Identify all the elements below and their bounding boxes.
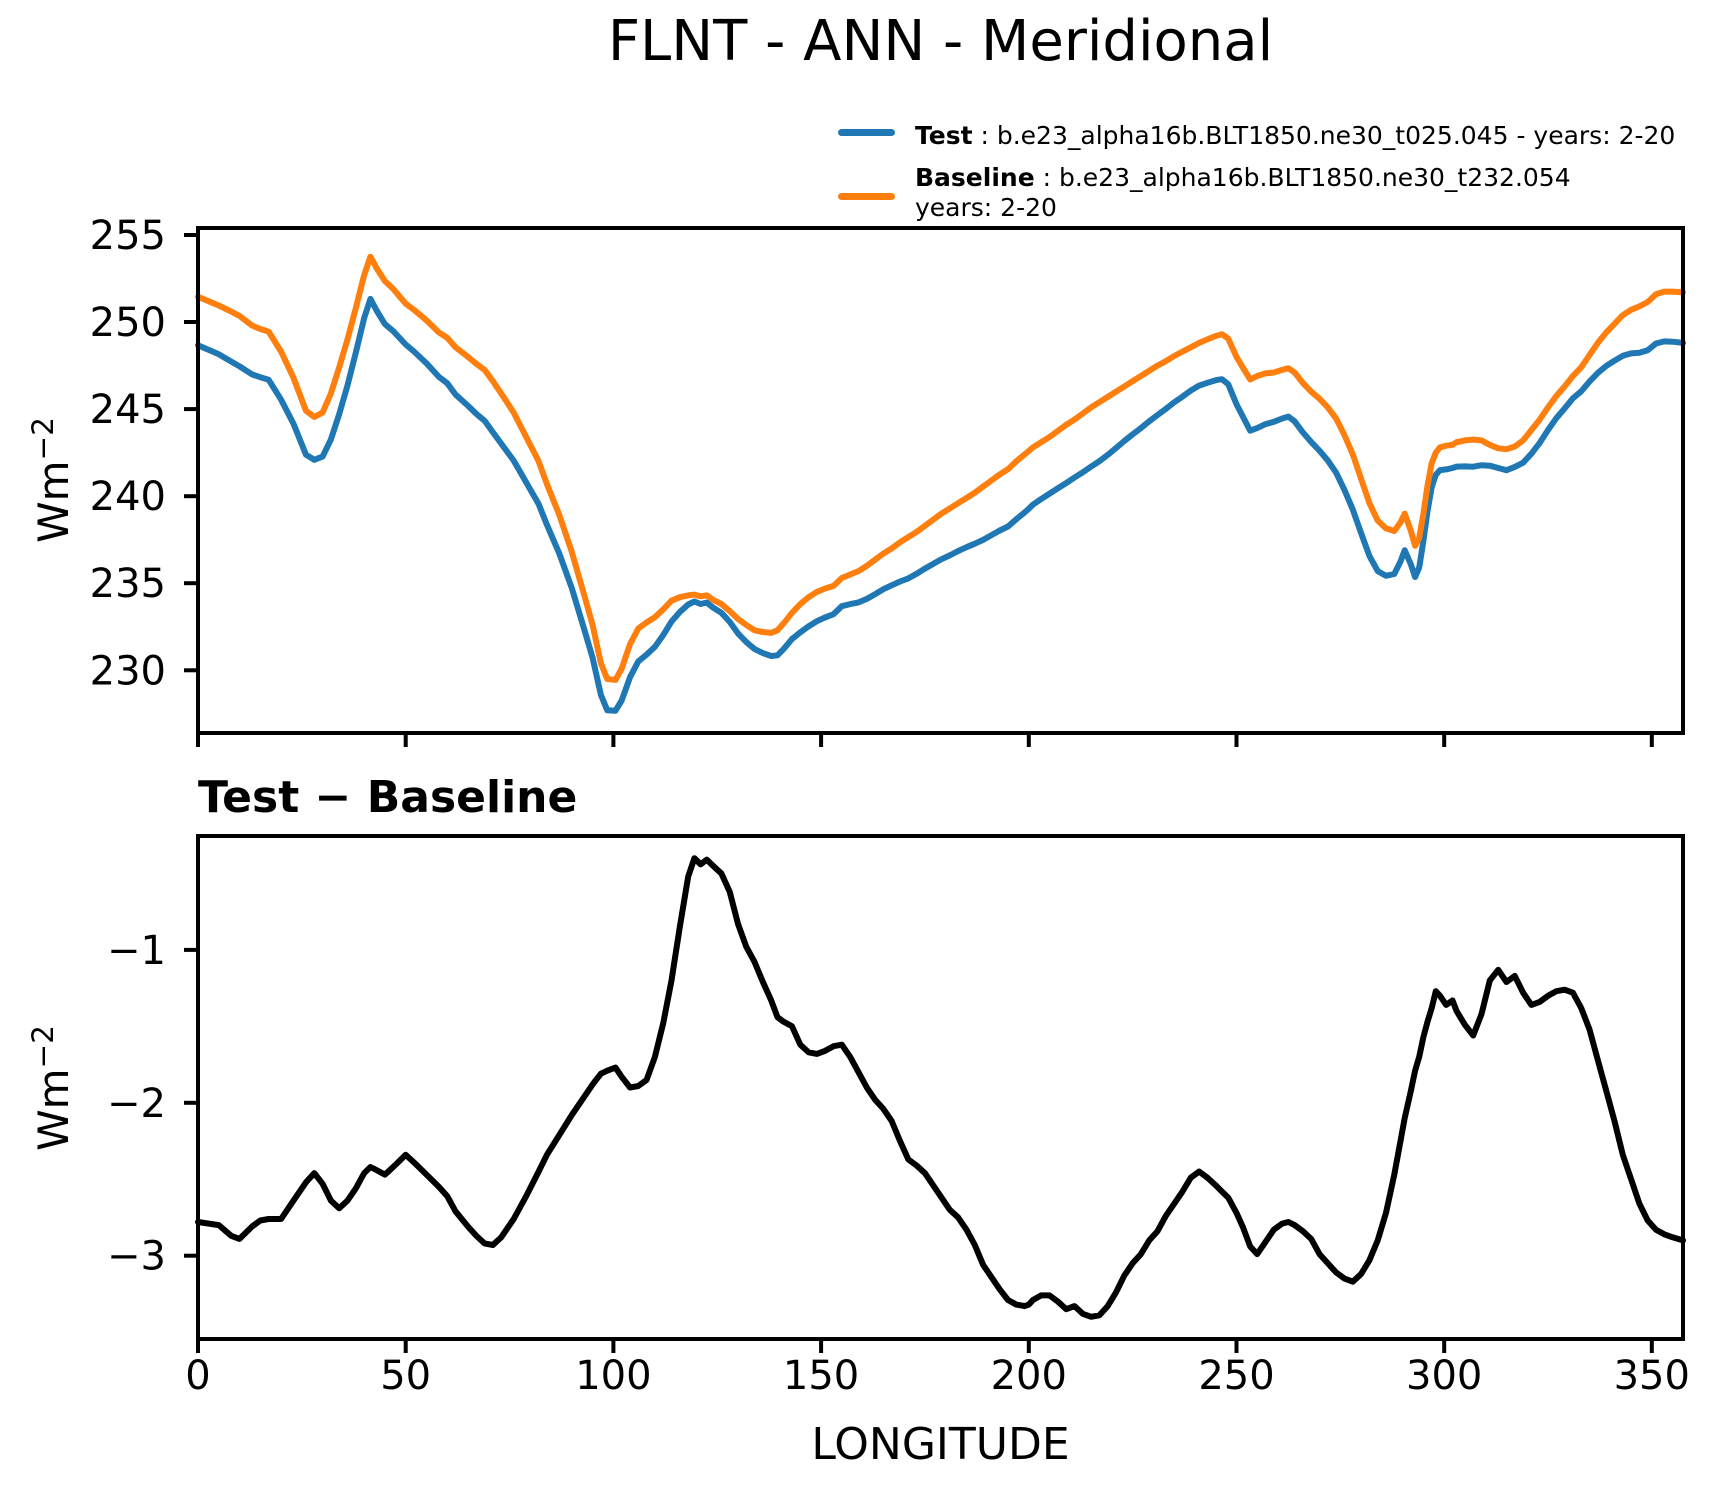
axes-frame <box>196 226 1685 735</box>
x-tick-label: 0 <box>185 1353 210 1399</box>
baseline-line <box>195 253 1686 683</box>
y-tick-label: −3 <box>107 1234 166 1280</box>
difference-panel-title: Test − Baseline <box>198 772 578 823</box>
legend-label-test: Test : b.e23_alpha16b.BLT1850.ne30_t025.… <box>915 121 1675 151</box>
legend-label-baseline: Baseline : b.e23_alpha16b.BLT1850.ne30_t… <box>915 163 1571 223</box>
legend-label-test-name: Test <box>915 121 973 150</box>
y-tick-label: 250 <box>90 300 166 346</box>
legend-line-baseline <box>838 193 895 200</box>
bottom-y-axis-label-exponent: −2 <box>26 1025 60 1069</box>
legend-label-baseline-years: years: 2-20 <box>915 193 1057 222</box>
legend-label-baseline-description: b.e23_alpha16b.BLT1850.ne30_t232.054 <box>1058 163 1571 192</box>
x-tick-label: 350 <box>1614 1353 1690 1399</box>
chart-title: FLNT - ANN - Meridional <box>607 9 1274 74</box>
x-tick-label: 300 <box>1406 1353 1482 1399</box>
x-tick-label: 200 <box>991 1353 1067 1399</box>
x-axis-label: LONGITUDE <box>811 1419 1070 1470</box>
y-tick-label: −1 <box>107 928 166 974</box>
axes-frame <box>196 834 1685 1341</box>
y-tick-label: 230 <box>90 648 166 694</box>
top-y-axis-label: Wm−2 <box>26 417 78 543</box>
y-tick-label: 245 <box>90 387 166 433</box>
x-tick-label: 150 <box>783 1353 859 1399</box>
y-tick-label: −2 <box>107 1081 166 1127</box>
y-tick-label: 240 <box>90 474 166 520</box>
top-y-axis-label-exponent: −2 <box>26 417 60 461</box>
bottom-y-axis-label: Wm−2 <box>26 1025 78 1151</box>
legend-label-baseline-separator: : <box>1034 163 1059 192</box>
legend-label-test-description: b.e23_alpha16b.BLT1850.ne30_t025.045 - y… <box>996 121 1676 150</box>
test-baseline-line <box>195 855 1686 1320</box>
legend: Test : b.e23_alpha16b.BLT1850.ne30_t025.… <box>0 0 1717 230</box>
x-tick-label: 50 <box>380 1353 431 1399</box>
x-tick-label: 250 <box>1198 1353 1274 1399</box>
y-tick-label: 235 <box>90 561 166 607</box>
x-tick-label: 100 <box>575 1353 651 1399</box>
legend-label-test-separator: : <box>972 121 997 150</box>
legend-label-baseline-name: Baseline <box>915 163 1035 192</box>
test-line <box>195 295 1686 714</box>
legend-line-test <box>838 129 895 136</box>
y-tick-label: 255 <box>90 213 166 259</box>
